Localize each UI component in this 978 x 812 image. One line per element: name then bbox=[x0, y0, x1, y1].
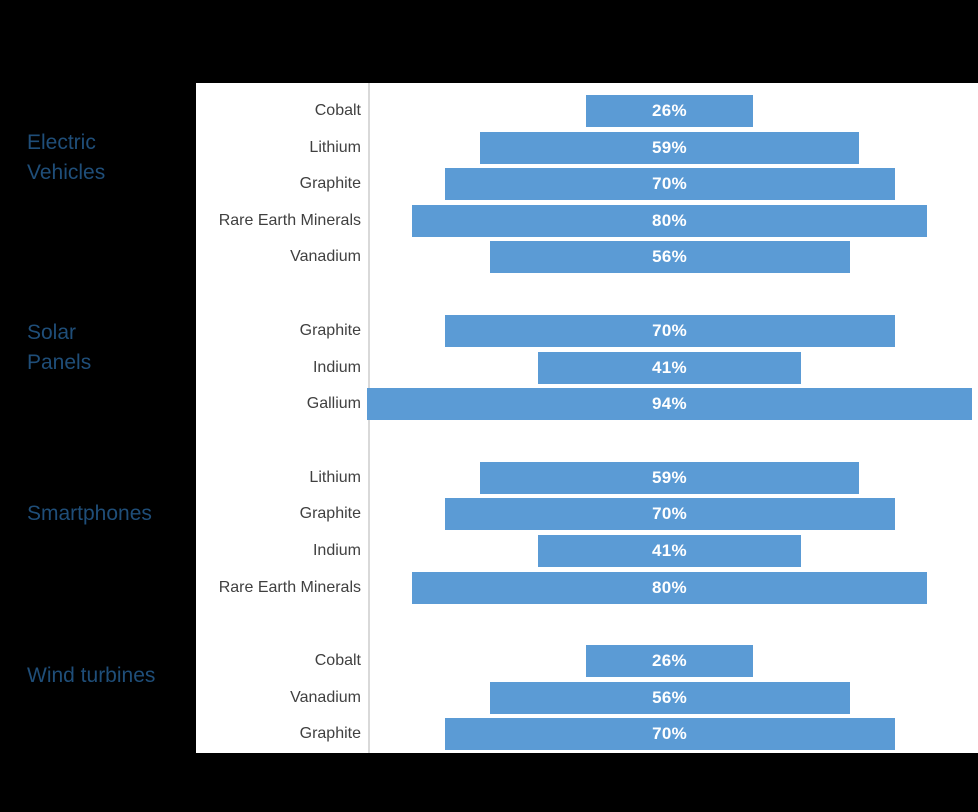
bar-solar-panels-gallium: 94% bbox=[367, 388, 972, 421]
bar-row: Graphite 70% bbox=[196, 718, 978, 751]
group-label-smartphones: Smartphones bbox=[27, 499, 152, 529]
bar-row: Rare Earth Minerals 80% bbox=[196, 571, 978, 604]
bar-value-label: 56% bbox=[652, 687, 688, 707]
bar-value-label: 80% bbox=[652, 210, 687, 230]
group-label-solar-panels: Solar Panels bbox=[27, 318, 91, 378]
group-label-line: Solar bbox=[27, 321, 77, 344]
bar-row: Indium 41% bbox=[196, 535, 978, 567]
bar-row: Cobalt 26% bbox=[196, 95, 978, 127]
bar-smartphones-indium: 41% bbox=[537, 535, 802, 567]
bar-value-label: 59% bbox=[652, 137, 687, 157]
category-label-rare-earth-minerals: Rare Earth Minerals bbox=[218, 211, 361, 229]
bar-solar-panels-graphite: 70% bbox=[444, 315, 895, 347]
bar-row: Vanadium 56% bbox=[196, 681, 978, 714]
bar-row: Lithium 59% bbox=[196, 131, 978, 164]
category-label-indium: Indium bbox=[312, 542, 361, 559]
bar-wind-turbines-graphite: 70% bbox=[444, 718, 895, 751]
category-label-graphite: Graphite bbox=[299, 175, 361, 193]
bar-value-label: 70% bbox=[652, 174, 688, 194]
bar-row: Cobalt 26% bbox=[196, 645, 978, 678]
bar-row: Rare Earth Minerals 80% bbox=[196, 204, 978, 237]
category-label-gallium: Gallium bbox=[306, 395, 361, 413]
bar-smartphones-lithium: 59% bbox=[479, 461, 860, 494]
bar-value-label: 26% bbox=[652, 101, 687, 120]
group-label-electric-vehicles: Electric Vehicles bbox=[27, 128, 105, 188]
bar-value-label: 59% bbox=[652, 467, 687, 487]
group-label-line: Smartphones bbox=[27, 502, 152, 525]
bar-value-label: 41% bbox=[652, 541, 687, 560]
category-label-rare-earth-minerals: Rare Earth Minerals bbox=[218, 578, 361, 596]
bar-row: Indium 41% bbox=[196, 351, 978, 384]
bar-value-label: 26% bbox=[652, 651, 687, 671]
bar-row: Vanadium 56% bbox=[196, 241, 978, 274]
bar-row: Lithium 59% bbox=[196, 461, 978, 494]
category-label-lithium: Lithium bbox=[309, 468, 361, 486]
group-label-line: Vehicles bbox=[27, 161, 106, 184]
bar-electric-vehicles-cobalt: 26% bbox=[585, 95, 754, 127]
category-label-indium: Indium bbox=[312, 358, 361, 376]
category-label-vanadium: Vanadium bbox=[290, 688, 361, 706]
bar-value-label: 94% bbox=[652, 394, 687, 414]
group-label-line: Electric bbox=[27, 131, 96, 154]
bar-smartphones-rare-earth-minerals: 80% bbox=[412, 571, 927, 604]
bar-row: Gallium 94% bbox=[196, 388, 978, 421]
bar-row: Graphite 70% bbox=[196, 168, 978, 201]
bar-row: Graphite 70% bbox=[196, 498, 978, 531]
bar-value-label: 70% bbox=[652, 504, 688, 524]
bar-electric-vehicles-lithium: 59% bbox=[479, 131, 860, 164]
chart-panel: Cobalt 26% Lithium 59% Graphite 70% Rare Earth… bbox=[196, 83, 978, 753]
category-label-cobalt: Cobalt bbox=[314, 652, 361, 670]
category-label-graphite: Graphite bbox=[299, 322, 361, 339]
bar-value-label: 70% bbox=[652, 724, 688, 744]
bar-electric-vehicles-vanadium: 56% bbox=[489, 241, 850, 274]
category-label-cobalt: Cobalt bbox=[314, 102, 361, 119]
bar-smartphones-graphite: 70% bbox=[444, 498, 895, 531]
category-label-vanadium: Vanadium bbox=[290, 248, 361, 266]
category-label-lithium: Lithium bbox=[309, 138, 361, 156]
bar-value-label: 41% bbox=[652, 357, 687, 377]
bar-wind-turbines-cobalt: 26% bbox=[585, 645, 754, 678]
group-label-line: Wind turbines bbox=[27, 664, 156, 687]
bar-value-label: 56% bbox=[652, 247, 688, 267]
bar-solar-panels-indium: 41% bbox=[537, 351, 802, 384]
bar-electric-vehicles-rare-earth-minerals: 80% bbox=[412, 204, 927, 237]
bar-electric-vehicles-graphite: 70% bbox=[444, 168, 895, 201]
bar-value-label: 70% bbox=[652, 321, 688, 340]
bar-value-label: 80% bbox=[652, 577, 687, 597]
bar-row: Graphite 70% bbox=[196, 315, 978, 347]
group-label-line: Panels bbox=[27, 351, 92, 374]
category-label-graphite: Graphite bbox=[299, 505, 361, 523]
group-label-wind-turbines: Wind turbines bbox=[27, 661, 155, 691]
category-label-graphite: Graphite bbox=[299, 725, 361, 743]
bar-wind-turbines-vanadium: 56% bbox=[489, 681, 850, 714]
